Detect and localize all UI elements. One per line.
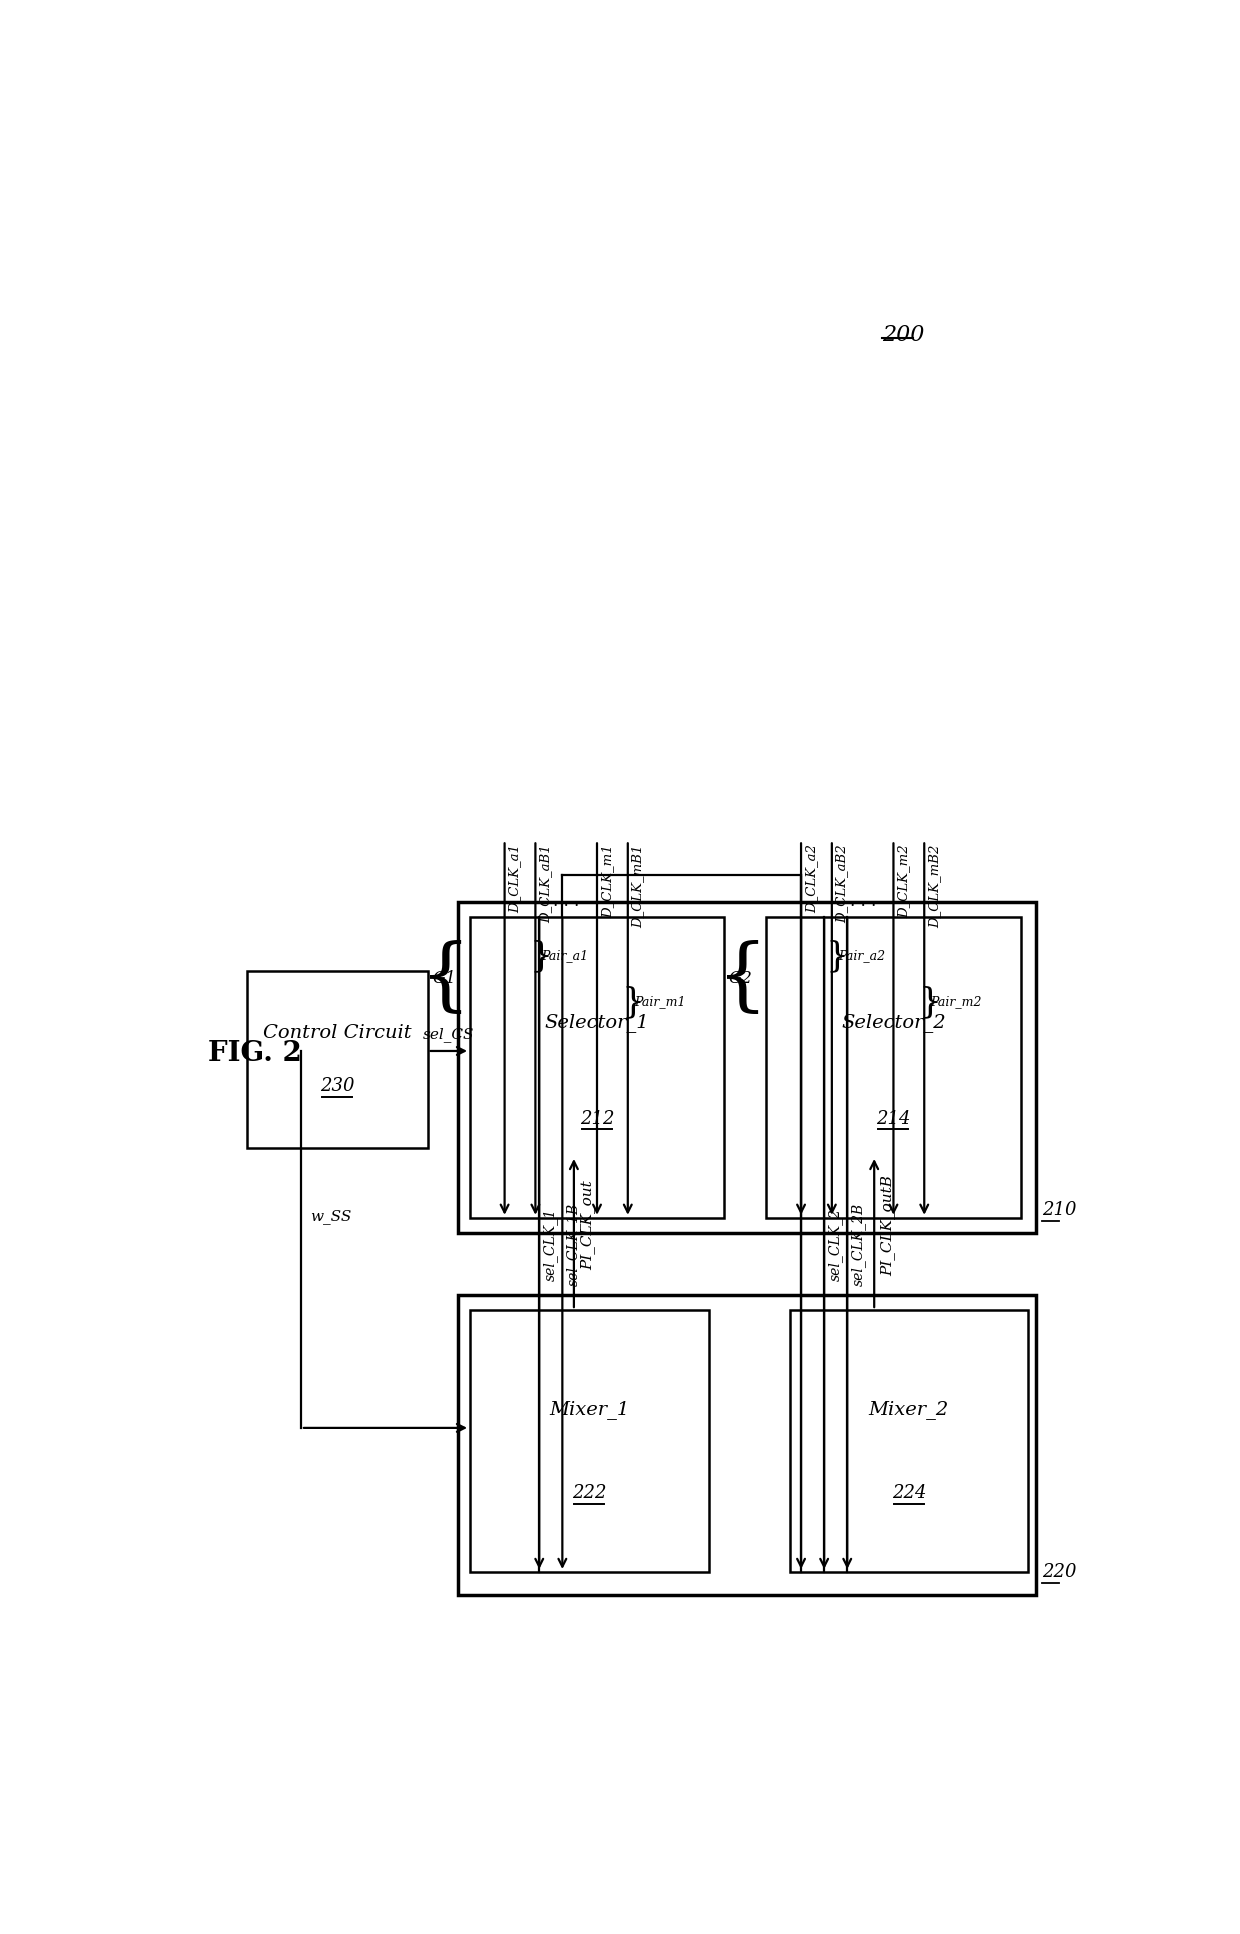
- Text: Mixer_1: Mixer_1: [549, 1400, 630, 1420]
- Text: {: {: [717, 940, 768, 1017]
- Bar: [459, 901, 1035, 1234]
- Text: 210: 210: [1042, 1201, 1076, 1218]
- Text: 214: 214: [877, 1110, 910, 1128]
- Text: 212: 212: [580, 1110, 614, 1128]
- Text: 220: 220: [1042, 1563, 1076, 1580]
- Text: sel_CS: sel_CS: [423, 1027, 475, 1042]
- Text: }: }: [621, 984, 645, 1019]
- Text: sel_CLK_2B: sel_CLK_2B: [851, 1203, 866, 1286]
- Text: 230: 230: [320, 1077, 355, 1095]
- Text: }: }: [529, 938, 552, 973]
- Text: . . .: . . .: [849, 894, 875, 911]
- Text: PI_CLK_outB: PI_CLK_outB: [880, 1174, 895, 1276]
- Text: Pair_m2: Pair_m2: [930, 996, 982, 1008]
- Text: Pair_a2: Pair_a2: [838, 950, 885, 963]
- Text: Selector_1: Selector_1: [544, 1013, 650, 1033]
- Text: D_CLK_aB1: D_CLK_aB1: [539, 845, 552, 923]
- Text: D_CLK_aB2: D_CLK_aB2: [836, 845, 848, 923]
- Text: sel_CLK_1: sel_CLK_1: [543, 1209, 558, 1280]
- Text: 222: 222: [572, 1483, 606, 1503]
- Text: D_CLK_m1: D_CLK_m1: [601, 845, 614, 919]
- Text: }: }: [918, 984, 941, 1019]
- Text: . . .: . . .: [553, 894, 579, 911]
- Bar: [470, 917, 724, 1218]
- Text: sel_CLK_1B: sel_CLK_1B: [567, 1203, 582, 1286]
- Text: Control Circuit: Control Circuit: [263, 1025, 412, 1042]
- Text: D_CLK_mB1: D_CLK_mB1: [631, 845, 645, 928]
- Text: Pair_a1: Pair_a1: [542, 950, 589, 963]
- Text: G1: G1: [433, 971, 456, 988]
- Text: FIG. 2: FIG. 2: [208, 1040, 303, 1068]
- Text: Selector_2: Selector_2: [841, 1013, 946, 1033]
- Text: D_CLK_mB2: D_CLK_mB2: [928, 845, 941, 928]
- Text: sel_CLK_2: sel_CLK_2: [828, 1209, 843, 1280]
- Text: 200: 200: [882, 325, 924, 346]
- Bar: [470, 1309, 708, 1572]
- Text: Mixer_2: Mixer_2: [869, 1400, 949, 1420]
- Text: G2: G2: [729, 971, 753, 988]
- Text: Pair_m1: Pair_m1: [634, 996, 686, 1008]
- Bar: [766, 917, 1021, 1218]
- Text: {: {: [420, 940, 471, 1017]
- Text: w_SS: w_SS: [310, 1209, 352, 1224]
- Bar: [247, 971, 428, 1149]
- Text: D_CLK_a2: D_CLK_a2: [805, 845, 818, 913]
- Text: 224: 224: [892, 1483, 926, 1503]
- Text: }: }: [826, 938, 848, 973]
- Text: D_CLK_m2: D_CLK_m2: [898, 845, 910, 919]
- Text: PI_CLK_out: PI_CLK_out: [580, 1180, 595, 1271]
- Bar: [790, 1309, 1028, 1572]
- Bar: [459, 1294, 1035, 1596]
- Text: D_CLK_a1: D_CLK_a1: [508, 845, 522, 913]
